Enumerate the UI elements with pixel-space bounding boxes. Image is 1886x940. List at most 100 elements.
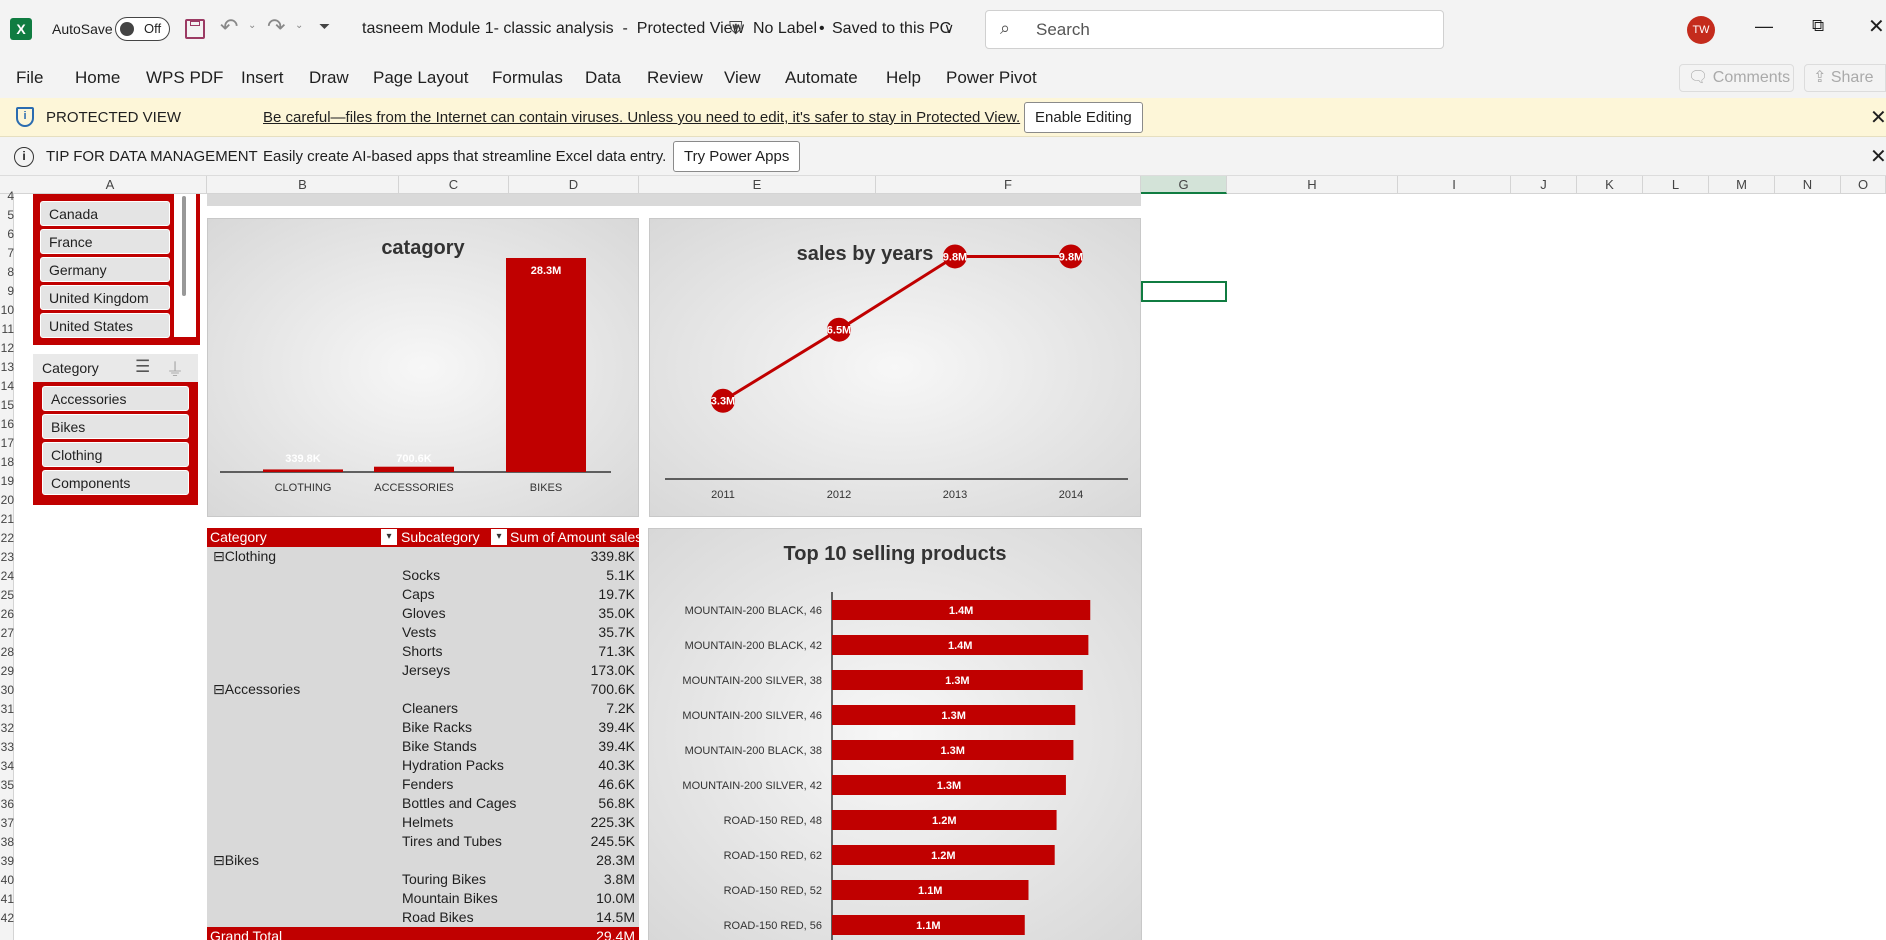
slicer-item-clothing[interactable]: Clothing [42,442,189,467]
column-header[interactable]: K [1577,176,1643,194]
tab-wps-pdf[interactable]: WPS PDF [146,68,224,87]
pivot-subcategory-row[interactable]: Bike Stands 39.4K [207,737,639,756]
row-header[interactable]: 39 [0,854,14,868]
column-header[interactable]: M [1709,176,1775,194]
top-10-chart[interactable]: Top 10 selling products 1.4M MOUNTAIN-200… [648,528,1142,940]
undo-dropdown-icon[interactable]: ⌄ [248,20,257,31]
pivot-subcategory-row[interactable]: Bottles and Cages 56.8K [207,794,639,813]
slicer-item-united-states[interactable]: United States [40,313,170,338]
column-header[interactable]: C [399,176,509,194]
clear-filter-icon[interactable]: ⏚ [166,360,184,380]
row-header[interactable]: 17 [0,436,14,450]
row-header[interactable]: 35 [0,778,14,792]
column-header[interactable]: D [509,176,639,194]
column-header[interactable]: E [639,176,876,194]
slicer-item-germany[interactable]: Germany [40,257,170,282]
tab-formulas[interactable]: Formulas [492,68,563,87]
row-header[interactable]: 18 [0,455,14,469]
avatar[interactable]: TW [1687,16,1715,44]
tab-automate[interactable]: Automate [785,68,858,87]
pivot-subcategory-row[interactable]: Shorts 71.3K [207,642,639,661]
pivot-subcategory-row[interactable]: Mountain Bikes 10.0M [207,889,639,908]
scrollbar-thumb[interactable] [182,196,186,296]
label-status[interactable]: No Label [753,20,818,37]
row-header[interactable]: 26 [0,607,14,621]
row-header[interactable]: 22 [0,531,14,545]
row-header[interactable]: 14 [0,379,14,393]
pivot-subcategory-row[interactable]: Helmets 225.3K [207,813,639,832]
pivot-subcategory-row[interactable]: Vests 35.7K [207,623,639,642]
row-header[interactable]: 34 [0,759,14,773]
column-header[interactable]: N [1775,176,1841,194]
pivot-subcategory-row[interactable]: Hydration Packs 40.3K [207,756,639,775]
column-header[interactable]: G [1141,176,1227,194]
pivot-subcategory-row[interactable]: Jerseys 173.0K [207,661,639,680]
row-header[interactable]: 37 [0,816,14,830]
tab-file[interactable]: File [16,68,44,87]
row-header[interactable]: 13 [0,360,14,374]
row-header[interactable]: 4 [7,189,14,203]
row-header[interactable]: 38 [0,835,14,849]
pivot-subcategory-row[interactable]: Tires and Tubes 245.5K [207,832,639,851]
row-header[interactable]: 20 [0,493,14,507]
row-header[interactable]: 9 [7,284,14,298]
row-header[interactable]: 36 [0,797,14,811]
restore-icon[interactable]: ⧉ [1812,16,1825,35]
share-button[interactable]: ⇪ Share [1804,64,1886,92]
row-header[interactable]: 15 [0,398,14,412]
minimize-icon[interactable]: — [1755,16,1773,36]
filter-dropdown-icon[interactable]: ▾ [381,529,397,545]
row-header[interactable]: 11 [1,322,14,336]
tab-help[interactable]: Help [886,68,921,87]
column-header[interactable]: B [207,176,399,194]
row-header[interactable]: 6 [7,227,14,241]
tab-insert[interactable]: Insert [241,68,284,87]
pivot-subcategory-row[interactable]: Fenders 46.6K [207,775,639,794]
row-header[interactable]: 42 [0,911,14,925]
pivot-category-row[interactable]: ⊟Clothing 339.8K [207,547,639,566]
pivot-table[interactable]: Category ▾ Subcategory ▾ Sum of Amount s… [207,528,639,940]
tab-view[interactable]: View [724,68,761,87]
slicer-item-bikes[interactable]: Bikes [42,414,189,439]
slicer-item-accessories[interactable]: Accessories [42,386,189,411]
pivot-category-row[interactable]: ⊟Bikes 28.3M [207,851,639,870]
pivot-subcategory-row[interactable]: Touring Bikes 3.8M [207,870,639,889]
close-icon[interactable]: ✕ [1870,146,1886,168]
save-status[interactable]: Saved to this PC [832,20,952,37]
row-header[interactable]: 31 [0,702,14,716]
slicer-scrollbar[interactable] [174,194,196,337]
slicer-item-components[interactable]: Components [42,470,189,495]
row-header[interactable]: 29 [0,664,14,678]
slicer-item-canada[interactable]: Canada [40,201,170,226]
tab-page-layout[interactable]: Page Layout [373,68,469,87]
row-header[interactable]: 32 [0,721,14,735]
protected-view-message[interactable]: Be careful—files from the Internet can c… [263,109,1021,126]
row-header[interactable]: 8 [7,265,14,279]
row-header[interactable]: 7 [7,246,14,260]
row-header[interactable]: 28 [0,645,14,659]
tab-power-pivot[interactable]: Power Pivot [946,68,1037,87]
row-header[interactable]: 21 [0,512,14,526]
try-power-apps-button[interactable]: Try Power Apps [673,141,801,172]
row-header[interactable]: 16 [0,417,14,431]
tab-home[interactable]: Home [75,68,121,87]
save-icon[interactable] [185,19,205,39]
enable-editing-button[interactable]: Enable Editing [1024,102,1143,133]
redo-dropdown-icon[interactable]: ⌄ [295,20,304,31]
pivot-subcategory-row[interactable]: Socks 5.1K [207,566,639,585]
tab-review[interactable]: Review [647,68,703,87]
close-window-icon[interactable]: ✕ [1868,16,1885,38]
column-header[interactable]: A [14,176,207,194]
row-header[interactable]: 33 [0,740,14,754]
multi-select-icon[interactable]: ☰ [135,357,151,376]
redo-icon[interactable]: ↷ [267,14,286,39]
pivot-subcategory-row[interactable]: Bike Racks 39.4K [207,718,639,737]
close-icon[interactable]: ✕ [1870,107,1886,129]
pivot-subcategory-row[interactable]: Caps 19.7K [207,585,639,604]
autosave-toggle[interactable]: Off [115,17,170,41]
customize-toolbar-icon[interactable]: ⏷ [319,18,331,34]
row-header[interactable]: 12 [0,341,14,355]
sales-by-years-chart[interactable]: sales by years 3.3M 2011 6.5M 2012 9.8M 2013 9… [649,218,1141,517]
row-header[interactable]: 30 [0,683,14,697]
chevron-down-icon[interactable]: ∨ [944,20,955,36]
